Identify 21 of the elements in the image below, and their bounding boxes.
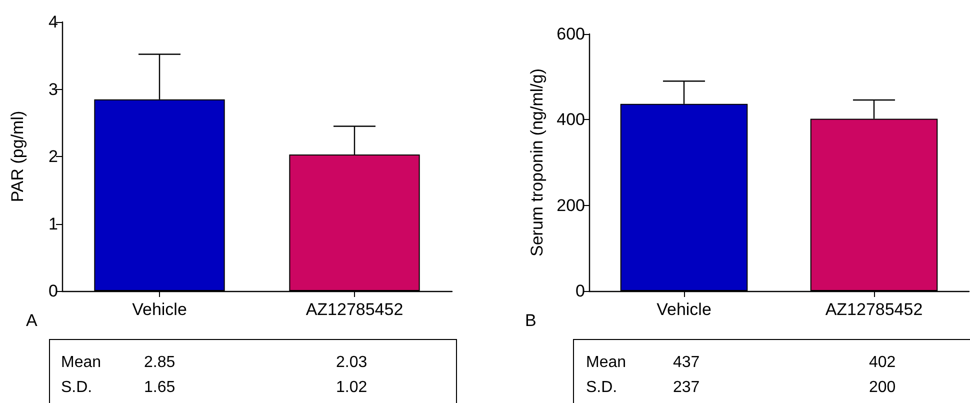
y-tick-label: 2 <box>48 147 58 166</box>
text: Mean 437 402 <box>586 354 896 371</box>
y-tick-label: 4 <box>48 12 58 32</box>
y-tick-label: 1 <box>48 214 58 234</box>
text: S.D. 237 200 <box>586 379 896 396</box>
y-tick-label: 0 <box>576 282 585 300</box>
x-tick-label: Vehicle <box>656 300 712 319</box>
y-tick-label: 600 <box>556 24 585 44</box>
y-tick-label: 0 <box>48 282 58 300</box>
text: B <box>525 311 536 330</box>
text: A <box>26 311 38 330</box>
y-tick-label: 400 <box>556 110 585 130</box>
y-axis-title: PAR (pg/ml) <box>8 110 27 202</box>
x-tick-label: AZ12785452 <box>306 300 404 319</box>
y-axis-title: Serum troponin (ng/ml/g) <box>528 68 547 257</box>
text: S.D. 1.65 1.02 <box>61 379 368 396</box>
y-tick-label: 3 <box>48 80 58 99</box>
x-tick-label: AZ12785452 <box>825 300 923 319</box>
text: Mean 2.85 2.03 <box>61 354 368 371</box>
x-tick-label: Vehicle <box>132 300 187 319</box>
y-tick-label: 200 <box>556 196 585 215</box>
